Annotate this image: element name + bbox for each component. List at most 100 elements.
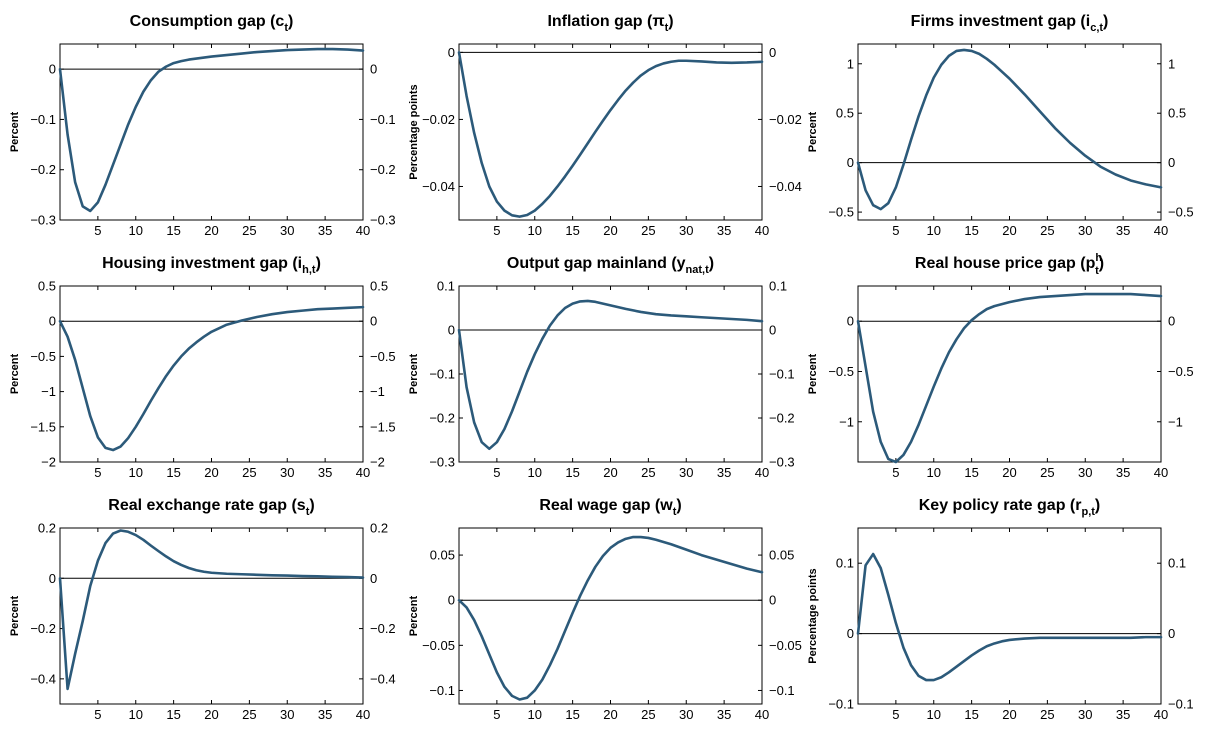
y-tick-label-right: −0.3 — [370, 213, 396, 228]
x-tick-label: 20 — [1002, 465, 1016, 480]
chart-title-subscript: c,t — [1090, 22, 1103, 34]
x-tick-label: 10 — [927, 223, 941, 238]
y-tick-label-right: 0 — [370, 62, 377, 77]
x-tick-label: 35 — [717, 223, 731, 238]
y-tick-label-right: 0 — [370, 571, 377, 586]
y-tick-label-right: −0.5 — [1168, 205, 1194, 220]
x-tick-label: 15 — [565, 223, 579, 238]
x-tick-label: 20 — [204, 707, 218, 722]
x-tick-label: 10 — [528, 465, 542, 480]
x-tick-label: 15 — [964, 465, 978, 480]
y-axis-label: Percent — [807, 111, 819, 152]
x-tick-label: 40 — [356, 465, 370, 480]
chart-title-subscript: nat,t — [686, 264, 710, 276]
chart-title-close: ) — [676, 497, 681, 514]
x-tick-label: 5 — [892, 223, 899, 238]
y-tick-label-right: −0.02 — [769, 112, 802, 127]
chart-panel-8: 5 10 15 20 25 30 35 40 0.1 0.1 0 0 −0.1 −0.1 Key polic… — [807, 497, 1194, 722]
chart-panel-3: 5 10 15 20 25 30 35 40 0.5 0.5 0 0 −0.5 −0.5 −1 −1 −1.5 −… — [9, 255, 396, 480]
chart-panel-5: 5 10 15 20 25 30 35 40 0 0 −0.5 −0.5 −1 −1 Real house … — [807, 252, 1194, 480]
y-tick-label-left: −1 — [41, 384, 56, 399]
y-axis-label: Percent — [9, 353, 21, 394]
y-tick-label-left: 0 — [448, 593, 455, 608]
y-tick-label-right: −1.5 — [370, 419, 396, 434]
y-tick-label-right: −0.4 — [370, 671, 396, 686]
chart-panel-1: 5 10 15 20 25 30 35 40 0 0 −0.02 −0.02 −0.04 −0.04 Inf… — [408, 13, 802, 238]
x-tick-label: 5 — [94, 223, 101, 238]
x-tick-label: 40 — [356, 223, 370, 238]
y-axis-label: Percent — [9, 111, 21, 152]
x-tick-label: 20 — [204, 223, 218, 238]
x-tick-label: 15 — [565, 707, 579, 722]
x-tick-label: 5 — [493, 223, 500, 238]
x-tick-label: 35 — [1116, 223, 1130, 238]
chart-title-close: ) — [668, 13, 673, 30]
x-tick-label: 35 — [717, 465, 731, 480]
chart-title-main: Key policy rate gap (r — [919, 497, 1082, 514]
chart-title: Real house price gap (ph t) — [915, 252, 1104, 277]
chart-title: Real wage gap (wt) — [539, 497, 681, 518]
x-tick-label: 15 — [964, 707, 978, 722]
y-tick-label-left: 0 — [49, 571, 56, 586]
x-tick-label: 10 — [129, 223, 143, 238]
chart-title-subscript: p,t — [1081, 506, 1095, 518]
y-tick-label-left: 0 — [847, 314, 854, 329]
x-tick-label: 40 — [755, 707, 769, 722]
y-tick-label-right: 0 — [1168, 626, 1175, 641]
x-tick-label: 40 — [755, 223, 769, 238]
x-tick-label: 25 — [1040, 707, 1054, 722]
y-tick-label-left: −0.2 — [30, 162, 56, 177]
y-tick-label-right: −0.1 — [1168, 697, 1194, 712]
y-axis-label: Percent — [408, 353, 420, 394]
chart-title-subscript: t — [306, 506, 310, 518]
x-tick-label: 40 — [1154, 223, 1168, 238]
chart-title-main: Firms investment gap (i — [911, 13, 1091, 30]
x-tick-label: 30 — [280, 223, 294, 238]
y-axis-label: Percent — [9, 595, 21, 636]
x-tick-label: 5 — [94, 707, 101, 722]
x-tick-label: 35 — [318, 707, 332, 722]
y-tick-label-right: −1 — [370, 384, 385, 399]
y-tick-label-left: −0.1 — [429, 683, 455, 698]
y-tick-label-right: 0 — [370, 314, 377, 329]
y-axis-label: Percent — [408, 595, 420, 636]
x-tick-label: 30 — [280, 707, 294, 722]
x-tick-label: 15 — [565, 465, 579, 480]
y-tick-label-right: −0.04 — [769, 179, 802, 194]
y-tick-label-right: 0 — [769, 593, 776, 608]
chart-title-main: Real wage gap (w — [539, 497, 673, 514]
y-tick-label-right: −1 — [1168, 414, 1183, 429]
chart-panel-6: 5 10 15 20 25 30 35 40 0.2 0.2 0 0 −0.2 −0.2 −0.4 −0.4 R… — [9, 497, 396, 722]
x-tick-label: 20 — [603, 707, 617, 722]
y-tick-label-left: 1 — [847, 56, 854, 71]
chart-title-main: Real exchange rate gap (s — [108, 497, 306, 514]
chart-title-main: Inflation gap (π — [547, 13, 664, 30]
x-tick-label: 25 — [242, 223, 256, 238]
plot-frame — [857, 43, 1162, 221]
y-tick-label-left: −0.3 — [429, 455, 455, 470]
x-tick-label: 20 — [603, 223, 617, 238]
y-tick-label-left: 0 — [847, 155, 854, 170]
y-tick-label-right: −0.2 — [370, 162, 396, 177]
y-tick-label-left: −2 — [41, 455, 56, 470]
series-line — [457, 51, 764, 218]
plot-frame — [857, 527, 1162, 705]
x-tick-label: 40 — [1154, 707, 1168, 722]
x-tick-label: 25 — [641, 707, 655, 722]
chart-title-main: Consumption gap (c — [130, 13, 285, 30]
y-tick-label-right: 0.5 — [370, 279, 388, 294]
x-tick-label: 5 — [892, 707, 899, 722]
x-tick-label: 30 — [1078, 223, 1092, 238]
y-tick-label-left: −0.1 — [828, 697, 854, 712]
y-tick-label-left: 0 — [448, 45, 455, 60]
plot-frame — [59, 527, 364, 705]
series-line — [58, 305, 365, 452]
x-tick-label: 30 — [679, 707, 693, 722]
y-tick-label-left: −0.04 — [422, 179, 455, 194]
x-tick-label: 15 — [166, 707, 180, 722]
x-tick-label: 15 — [166, 465, 180, 480]
plot-frame — [857, 285, 1162, 463]
y-tick-label-right: 0 — [1168, 314, 1175, 329]
series-line — [457, 299, 764, 451]
